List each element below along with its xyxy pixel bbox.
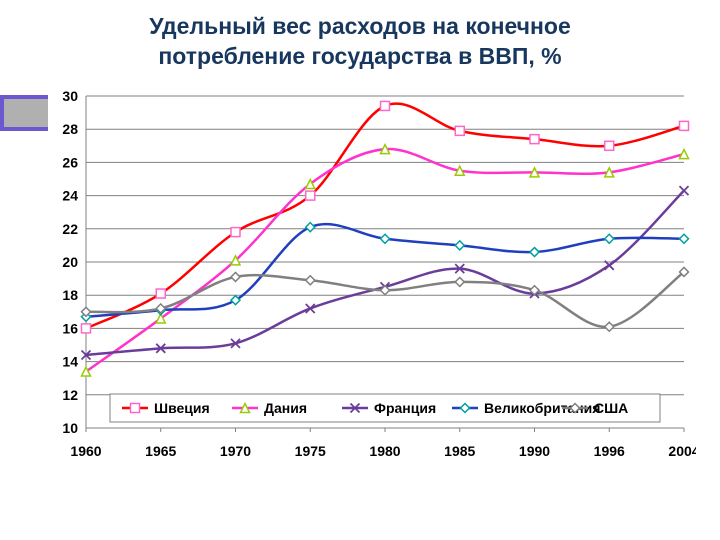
svg-text:10: 10 <box>62 420 78 436</box>
svg-text:Дания: Дания <box>264 400 307 416</box>
svg-text:Швеция: Швеция <box>154 400 210 416</box>
svg-text:США: США <box>594 400 628 416</box>
svg-text:12: 12 <box>62 387 78 403</box>
title-line-2: потребление государства в ВВП, % <box>158 43 561 69</box>
svg-text:1980: 1980 <box>369 443 400 459</box>
svg-text:28: 28 <box>62 121 78 137</box>
svg-text:1985: 1985 <box>444 443 475 459</box>
svg-text:18: 18 <box>62 287 78 303</box>
svg-text:30: 30 <box>62 90 78 104</box>
svg-text:24: 24 <box>62 188 78 204</box>
svg-text:20: 20 <box>62 254 78 270</box>
chart-title: Удельный вес расходов на конечное потреб… <box>0 0 720 80</box>
svg-text:1965: 1965 <box>145 443 176 459</box>
title-line-1: Удельный вес расходов на конечное <box>149 13 571 39</box>
svg-text:22: 22 <box>62 221 78 237</box>
svg-text:26: 26 <box>62 154 78 170</box>
svg-text:Франция: Франция <box>374 400 436 416</box>
svg-text:1970: 1970 <box>220 443 251 459</box>
svg-text:1996: 1996 <box>594 443 625 459</box>
svg-text:2004: 2004 <box>668 443 696 459</box>
main-chart: 10 12 14 16 18 20 22 24 26 28 30 Швеция Дания Франция… <box>48 90 696 510</box>
svg-text:16: 16 <box>62 320 78 336</box>
svg-text:1960: 1960 <box>70 443 101 459</box>
svg-text:1990: 1990 <box>519 443 550 459</box>
svg-text:14: 14 <box>62 354 78 370</box>
svg-text:1975: 1975 <box>295 443 326 459</box>
